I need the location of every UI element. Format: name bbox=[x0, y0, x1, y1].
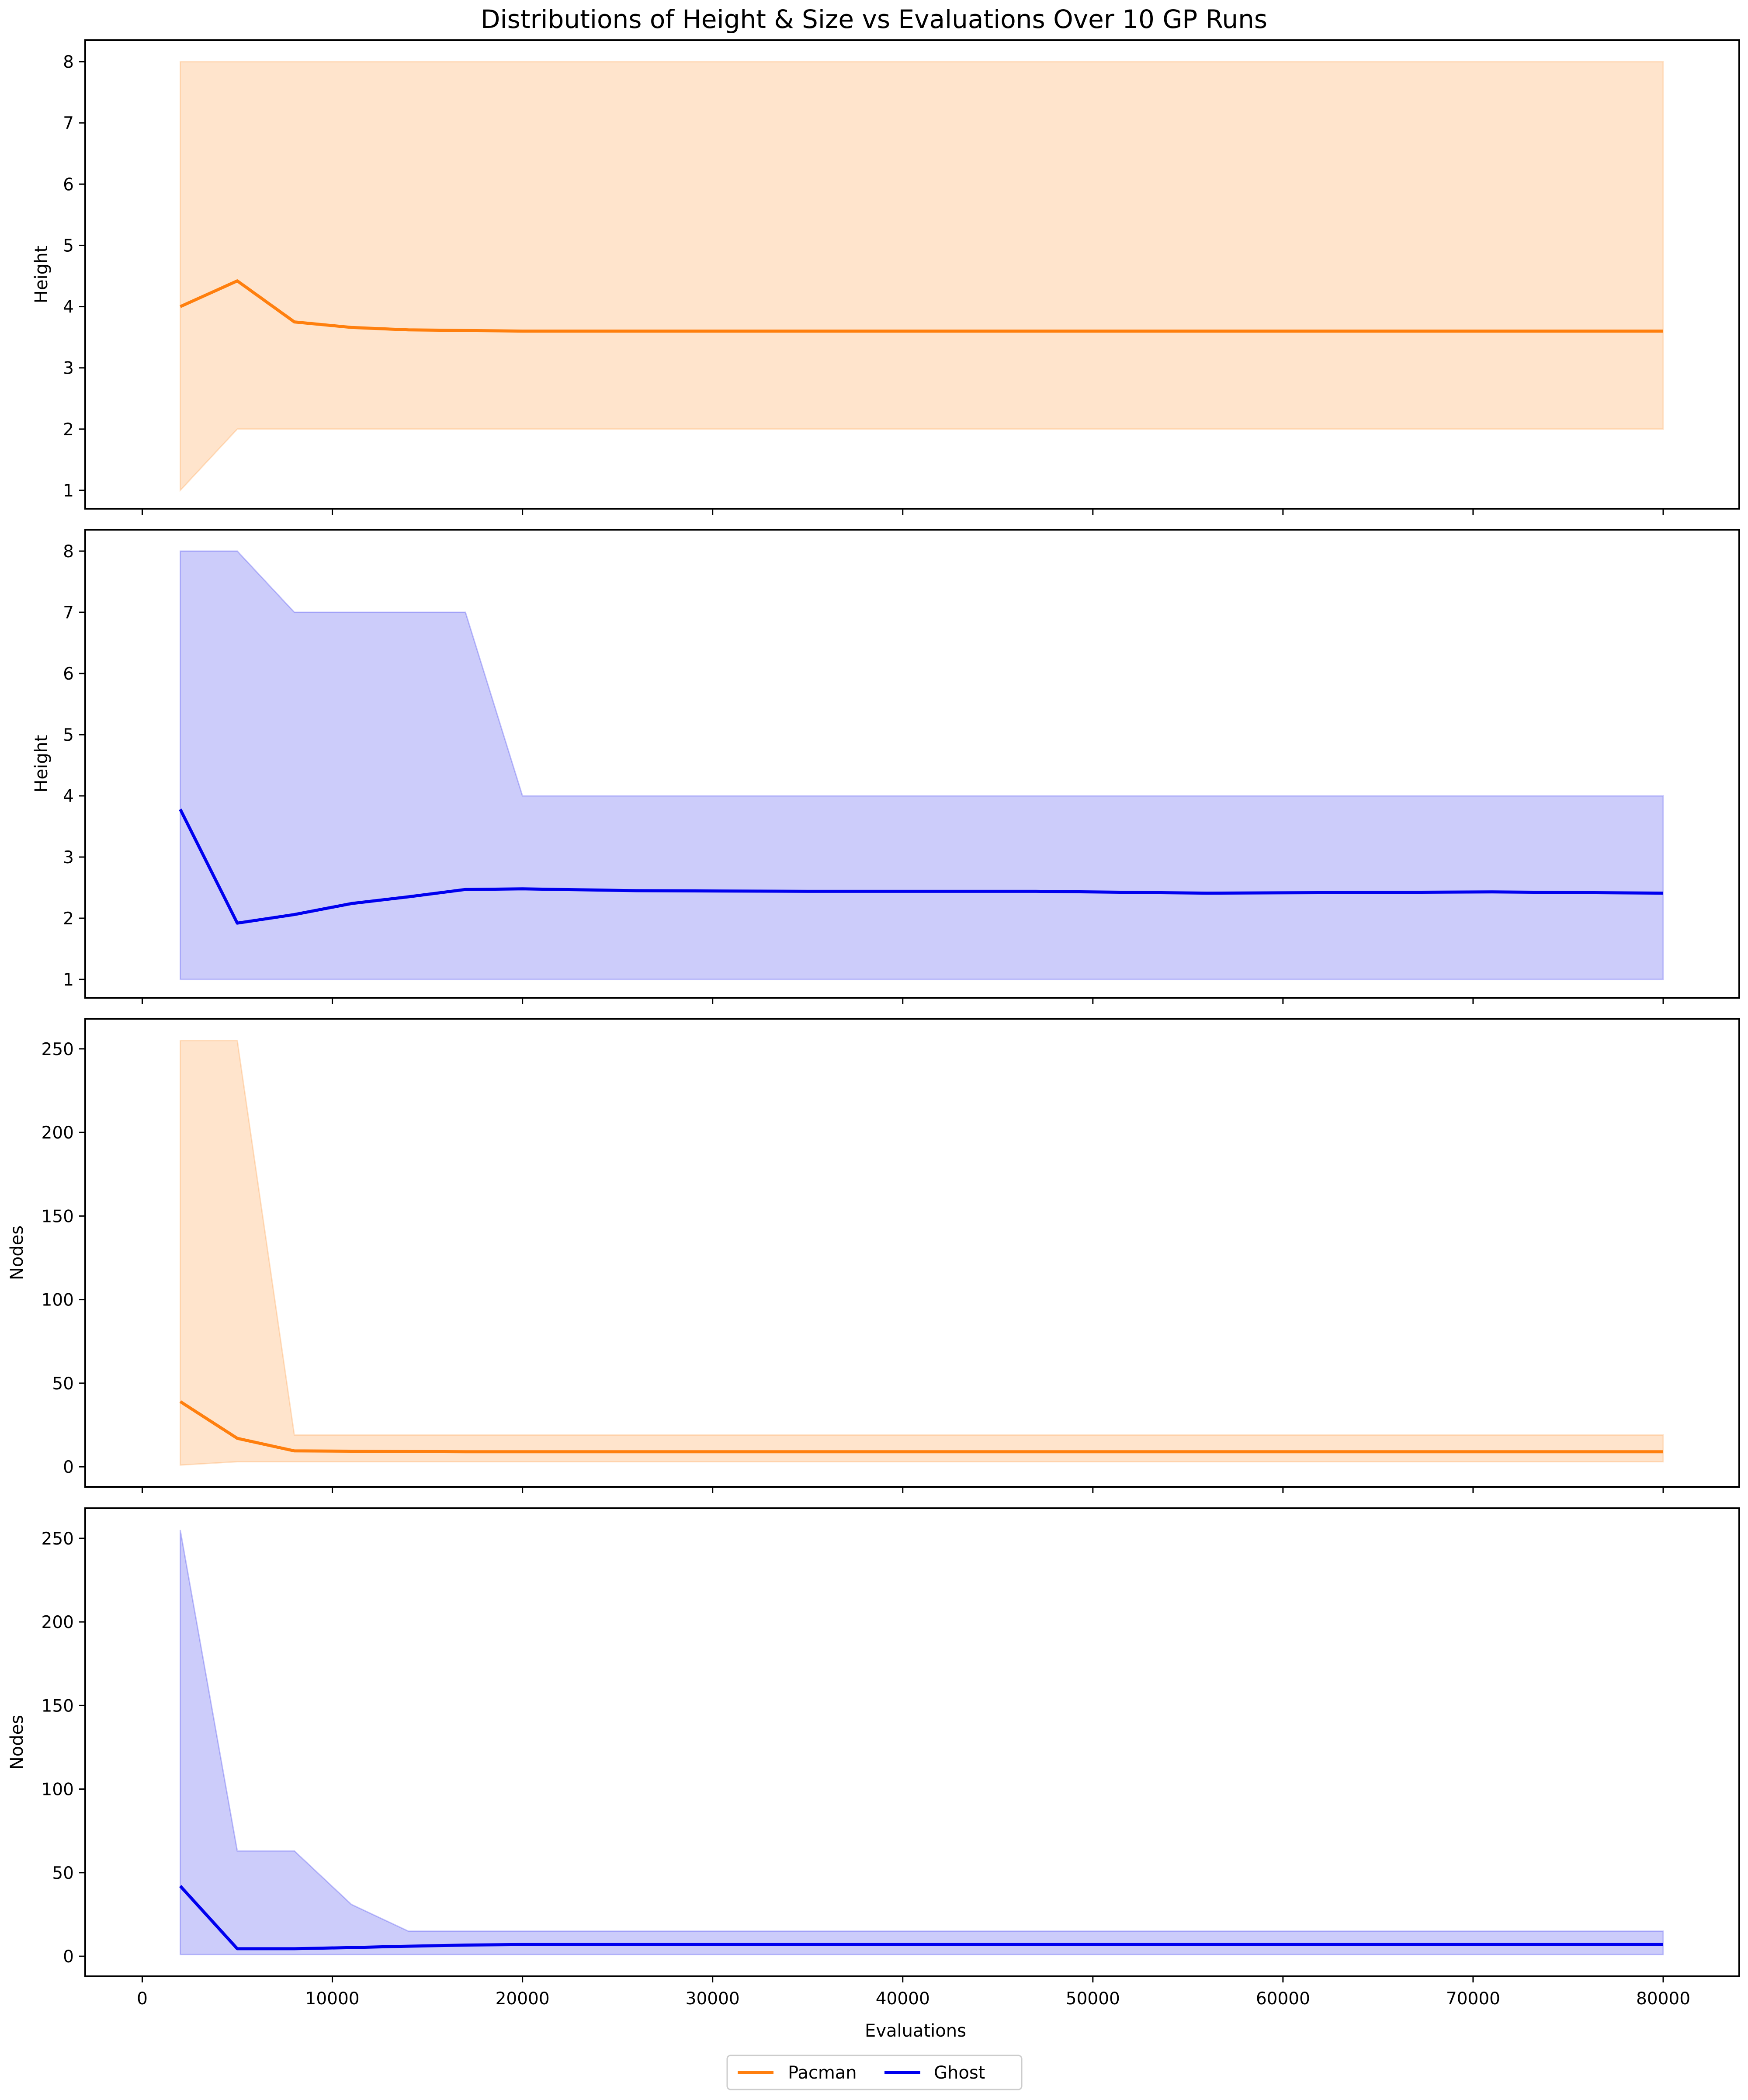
y-tick-label: 150 bbox=[42, 1696, 74, 1716]
panel-frame bbox=[84, 39, 1740, 510]
y-axis-label: Nodes bbox=[7, 1715, 27, 1770]
panel-frame bbox=[84, 529, 1740, 999]
range-band-pacman bbox=[180, 61, 1664, 492]
chart-panel-2: 1 2 3 4 5 6 7 8 Height bbox=[31, 529, 1740, 1004]
y-tick-label: 1 bbox=[63, 481, 74, 501]
range-band-ghost bbox=[180, 1530, 1664, 1955]
x-tick-label: 20000 bbox=[496, 1989, 550, 2009]
mean-line-ghost bbox=[179, 1885, 1663, 1951]
chart-panel-1: 1 2 3 4 5 6 7 8 Height bbox=[31, 39, 1740, 515]
x-tick-label: 0 bbox=[137, 1989, 148, 2009]
y-tick-label: 0 bbox=[63, 1458, 74, 1477]
chart-panel-4: 0 50 100 150 200 250 0 10000 20000 30000 40000 5000… bbox=[7, 1507, 1740, 2009]
y-tick-label: 50 bbox=[52, 1864, 74, 1883]
panel-frame bbox=[84, 1507, 1740, 1977]
mean-line-pacman bbox=[179, 1400, 1663, 1454]
y-tick-label: 2 bbox=[63, 420, 74, 440]
x-tick-label: 10000 bbox=[305, 1989, 360, 2009]
y-tick-label: 0 bbox=[63, 1947, 74, 1967]
y-tick-label: 100 bbox=[42, 1291, 74, 1310]
y-tick-label: 4 bbox=[63, 298, 74, 317]
y-tick-label: 5 bbox=[63, 725, 74, 745]
y-tick-label: 250 bbox=[42, 1529, 74, 1549]
y-tick-label: 6 bbox=[63, 664, 74, 684]
legend: Pacman Ghost bbox=[726, 2055, 1023, 2090]
y-tick-label: 4 bbox=[63, 787, 74, 806]
y-tick-label: 100 bbox=[42, 1780, 74, 1800]
y-tick-label: 2 bbox=[63, 909, 74, 929]
x-tick-label: 80000 bbox=[1636, 1989, 1690, 2009]
y-tick-label: 3 bbox=[63, 848, 74, 868]
y-tick-label: 7 bbox=[63, 114, 74, 133]
x-tick-label: 60000 bbox=[1256, 1989, 1310, 2009]
y-tick-label: 150 bbox=[42, 1207, 74, 1226]
y-axis-label: Height bbox=[31, 246, 52, 303]
y-tick-label: 50 bbox=[52, 1374, 74, 1394]
y-axis-label: Nodes bbox=[7, 1225, 27, 1280]
panel-frame bbox=[84, 1018, 1740, 1488]
range-band-ghost bbox=[180, 550, 1664, 980]
x-tick-label: 70000 bbox=[1446, 1989, 1500, 2009]
y-tick-label: 8 bbox=[63, 542, 74, 562]
y-tick-label: 6 bbox=[63, 175, 74, 194]
legend-label-ghost: Ghost bbox=[934, 2063, 985, 2083]
x-tick-label: 50000 bbox=[1066, 1989, 1120, 2009]
y-tick-label: 5 bbox=[63, 236, 74, 256]
y-tick-label: 1 bbox=[63, 970, 74, 990]
y-tick-label: 200 bbox=[42, 1123, 74, 1143]
x-tick-label: 30000 bbox=[686, 1989, 740, 2009]
y-tick-label: 250 bbox=[42, 1040, 74, 1059]
y-axis-label: Height bbox=[31, 735, 52, 792]
chart-panel-3: 0 50 100 150 200 250 Nodes bbox=[7, 1018, 1740, 1493]
x-tick-label: 40000 bbox=[876, 1989, 930, 2009]
chart-title: Distributions of Height & Size vs Evalua… bbox=[481, 4, 1267, 34]
y-tick-label: 8 bbox=[63, 52, 74, 72]
mean-line-ghost bbox=[179, 809, 1664, 925]
y-tick-label: 200 bbox=[42, 1613, 74, 1632]
legend-frame bbox=[726, 2055, 1023, 2090]
x-axis-label: Evaluations bbox=[865, 2021, 966, 2041]
range-band-pacman bbox=[180, 1040, 1664, 1466]
y-tick-label: 7 bbox=[63, 603, 74, 623]
mean-line-pacman bbox=[180, 279, 1663, 333]
y-tick-label: 3 bbox=[63, 359, 74, 378]
legend-label-pacman: Pacman bbox=[788, 2063, 857, 2083]
